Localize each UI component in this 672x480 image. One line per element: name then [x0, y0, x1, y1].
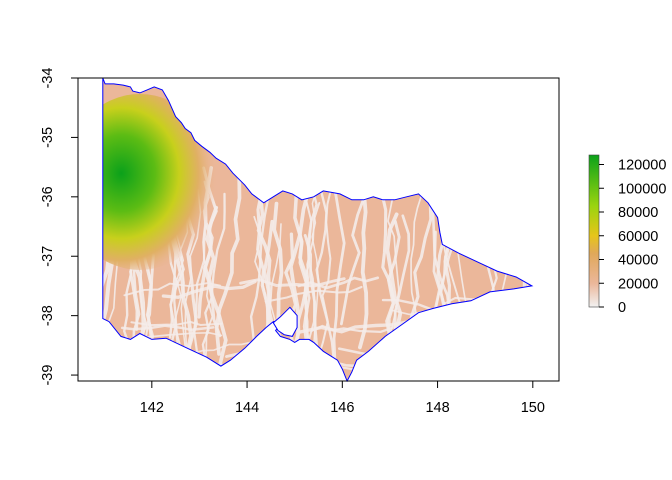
- legend-tick-label: 20000: [618, 276, 658, 292]
- legend-colorbar: [588, 154, 600, 308]
- y-tick-label: -39: [40, 365, 56, 386]
- port-phillip-boundary: [272, 306, 298, 337]
- y-tick-label: -37: [40, 246, 56, 267]
- x-axis: 142 144 146 148 150: [140, 380, 545, 416]
- legend-ticks: 0 20000 40000 60000 80000 100000 120000: [599, 158, 666, 316]
- legend-tick-label: 0: [618, 300, 626, 316]
- legend-tick-label: 100000: [618, 181, 666, 197]
- x-tick-label: 142: [140, 400, 164, 416]
- y-tick-label: -36: [40, 186, 56, 207]
- victoria-boundary: [102, 77, 534, 383]
- y-axis: -34 -35 -36 -37 -38 -39: [40, 68, 79, 386]
- x-tick-label: 148: [425, 400, 449, 416]
- northwest-hotspot: [102, 93, 218, 270]
- x-tick-label: 144: [235, 400, 259, 416]
- y-tick-label: -35: [40, 127, 56, 148]
- color-legend: 0 20000 40000 60000 80000 100000 120000: [588, 154, 666, 316]
- legend-tick-label: 120000: [618, 158, 666, 174]
- legend-tick-label: 40000: [618, 253, 658, 269]
- y-tick-label: -34: [40, 68, 56, 89]
- legend-tick-label: 80000: [618, 205, 658, 221]
- legend-tick-label: 60000: [618, 229, 658, 245]
- x-tick-label: 150: [521, 400, 545, 416]
- x-tick-label: 146: [330, 400, 354, 416]
- y-tick-label: -38: [40, 305, 56, 326]
